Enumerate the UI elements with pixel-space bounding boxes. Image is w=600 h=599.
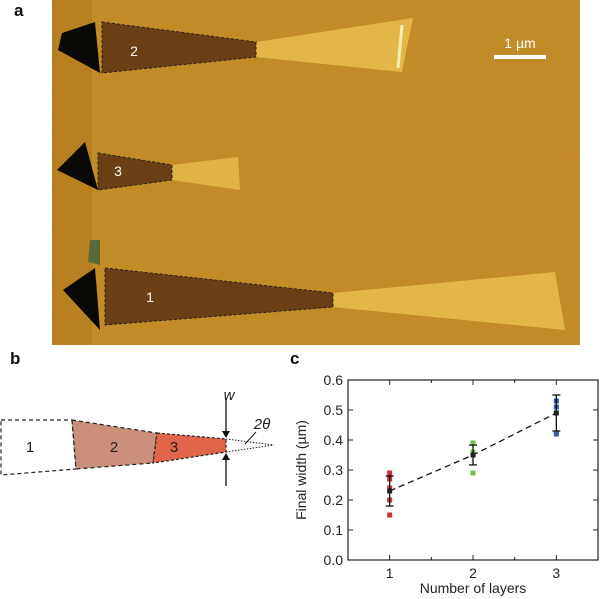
- data-point: [553, 431, 559, 437]
- scale-bar-label: 1 µm: [504, 35, 535, 51]
- x-tick-label: 1: [386, 565, 394, 581]
- ribbon-2-light: [256, 18, 413, 72]
- ribbon-label-3: 3: [114, 163, 122, 179]
- ribbon-1-dark: [104, 267, 334, 326]
- panel-c-label: c: [290, 349, 299, 368]
- ribbon-3-dark: [97, 152, 173, 191]
- y-tick-label: 0.5: [324, 402, 344, 418]
- x-tick-label: 2: [469, 565, 477, 581]
- ribbon-label-1: 1: [146, 289, 154, 305]
- x-tick-label: 3: [552, 565, 560, 581]
- y-tick-label: 0.0: [324, 552, 344, 568]
- data-point: [470, 440, 476, 446]
- y-tick-label: 0.3: [324, 462, 344, 478]
- plot-frame: [347, 379, 599, 561]
- y-tick-label: 0.2: [324, 492, 344, 508]
- mean-point: [387, 488, 393, 494]
- segment-3: [152, 432, 227, 464]
- panel-a-label: a: [14, 1, 24, 20]
- segment-label-1: 1: [26, 439, 34, 456]
- ribbon-3-light: [172, 157, 240, 190]
- y-tick-label: 0.1: [324, 522, 344, 538]
- ribbon-2-dark: [101, 21, 257, 74]
- segment-2: [71, 419, 158, 470]
- schematic: [0, 398, 275, 486]
- width-symbol: w: [224, 387, 236, 404]
- data-point: [387, 470, 393, 476]
- segment-1: [0, 419, 77, 476]
- x-axis-label: Number of layers: [420, 580, 527, 596]
- y-tick-label: 0.6: [324, 372, 344, 388]
- segment-label-3: 3: [170, 439, 178, 456]
- angle-symbol: 2θ: [253, 416, 270, 433]
- segment-label-2: 2: [110, 439, 118, 456]
- panel-b-label: b: [10, 349, 20, 368]
- scale-bar: [494, 55, 546, 59]
- mean-point: [470, 452, 476, 458]
- tip-3: [57, 142, 98, 190]
- mean-point: [553, 410, 559, 416]
- tip-1: [63, 268, 100, 330]
- data-point: [470, 470, 476, 476]
- ribbon-1-light: [333, 272, 565, 330]
- chart: 0.0 0.1 0.2 0.3 0.4 0.5 0.6 1 2 3: [324, 372, 599, 581]
- tip-2: [58, 22, 100, 73]
- data-point: [387, 512, 393, 518]
- y-tick-label: 0.4: [324, 432, 344, 448]
- y-axis-label: Final width (µm): [293, 420, 309, 520]
- ribbon-label-2: 2: [130, 43, 138, 59]
- afm-image: [52, 0, 580, 345]
